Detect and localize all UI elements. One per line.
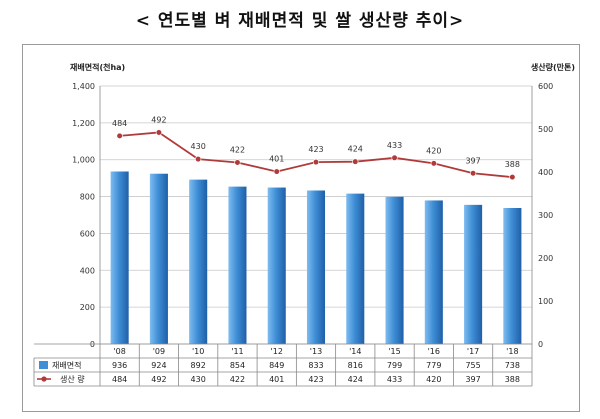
table-cell-production: 388 (505, 375, 520, 384)
line-data-label: 397 (465, 156, 480, 165)
table-cell-production: 397 (465, 375, 480, 384)
category-label: '12 (271, 347, 283, 356)
left-tick-label: 0 (90, 340, 95, 349)
category-label: '15 (388, 347, 400, 356)
line-point (273, 168, 280, 175)
left-tick-label: 800 (80, 193, 95, 202)
left-axis-title: 재배면적(천ha) (70, 62, 125, 72)
bar (385, 196, 404, 344)
bar (267, 187, 286, 344)
category-label: '11 (231, 347, 243, 356)
table-cell-production: 422 (230, 375, 245, 384)
line-data-label: 388 (505, 160, 520, 169)
table-cell-production: 492 (151, 375, 166, 384)
line-point (155, 129, 163, 136)
line-data-label: 492 (151, 115, 166, 124)
legend-line-label: 생산 량 (60, 374, 85, 384)
bar (503, 207, 522, 344)
table-cell-area: 779 (426, 361, 441, 370)
right-tick-label: 600 (538, 82, 553, 91)
table-cell-production: 423 (308, 375, 323, 384)
line-point (234, 159, 241, 166)
table-cell-production: 420 (426, 375, 441, 384)
bar (228, 186, 247, 344)
category-label: '14 (349, 347, 361, 356)
right-tick-label: 300 (538, 211, 553, 220)
bar (346, 193, 365, 344)
left-tick-label: 1,000 (72, 156, 95, 165)
right-tick-label: 100 (538, 297, 553, 306)
category-label: '16 (428, 347, 440, 356)
table-cell-area: 924 (151, 361, 166, 370)
left-tick-label: 1,200 (72, 119, 95, 128)
table-cell-production: 401 (269, 375, 284, 384)
legend-bar-label: 재배면적 (52, 360, 81, 370)
left-tick-label: 1,400 (72, 82, 95, 91)
table-cell-area: 854 (230, 361, 245, 370)
bar (110, 171, 129, 344)
bar (464, 204, 483, 344)
bar (149, 173, 168, 344)
right-tick-label: 400 (538, 168, 553, 177)
left-tick-label: 200 (80, 303, 95, 312)
bar (306, 190, 326, 344)
table-cell-area: 816 (348, 361, 363, 370)
table-cell-area: 936 (112, 361, 127, 370)
line-point (430, 160, 437, 167)
table-cell-area: 892 (191, 361, 206, 370)
line-point (312, 159, 320, 166)
line-data-label: 423 (308, 145, 323, 154)
legend-line-marker (41, 376, 47, 382)
table-cell-area: 799 (387, 361, 402, 370)
line-data-label: 424 (348, 145, 363, 154)
table-cell-production: 430 (191, 375, 206, 384)
line-point (391, 154, 398, 161)
page-title: < 연도별 벼 재배면적 및 쌀 생산량 추이> (135, 11, 465, 31)
right-axis-title: 생산량(만톤) (531, 62, 575, 72)
category-label: '08 (113, 347, 125, 356)
left-tick-label: 400 (80, 266, 95, 275)
table-cell-production: 433 (387, 375, 402, 384)
bar (424, 200, 443, 344)
line-data-label: 433 (387, 141, 402, 150)
production-line (119, 131, 513, 179)
category-label: '13 (310, 347, 322, 356)
table-cell-area: 849 (269, 361, 284, 370)
right-tick-label: 200 (538, 254, 553, 263)
line-point (195, 156, 202, 163)
table-cell-area: 738 (505, 361, 520, 370)
line-point (352, 158, 359, 165)
category-label: '10 (192, 347, 204, 356)
line-data-label: 420 (426, 146, 441, 155)
line-point (469, 170, 477, 177)
category-label: '09 (153, 347, 165, 356)
table-cell-production: 424 (348, 375, 363, 384)
line-data-label: 484 (112, 119, 127, 128)
right-tick-label: 0 (538, 340, 543, 349)
table-cell-area: 755 (465, 361, 480, 370)
bar (189, 179, 208, 344)
right-tick-label: 500 (538, 125, 553, 134)
left-tick-label: 600 (80, 229, 95, 238)
table-cell-area: 833 (308, 361, 323, 370)
line-point (509, 174, 516, 181)
legend-bar-swatch (39, 361, 48, 369)
line-data-label: 430 (191, 142, 206, 151)
line-data-label: 401 (269, 155, 284, 164)
category-label: '18 (506, 347, 518, 356)
line-point (116, 132, 123, 139)
table-cell-production: 484 (112, 375, 127, 384)
category-label: '17 (467, 347, 479, 356)
line-data-label: 422 (230, 146, 245, 155)
